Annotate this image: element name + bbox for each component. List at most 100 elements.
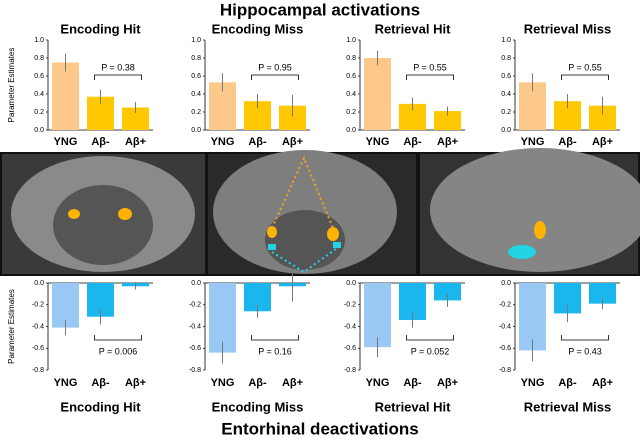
- y-tick-label: 0.4: [501, 91, 511, 98]
- y-tick-label: 1.0: [346, 37, 356, 44]
- y-tick-label: 0.2: [191, 109, 201, 116]
- y-tick-label: 0.0: [191, 127, 201, 134]
- y-tick-label: -0.8: [189, 367, 201, 374]
- y-tick-label: 0.2: [501, 109, 511, 116]
- y-tick-label: -0.4: [189, 323, 201, 330]
- x-tick-label: Aβ-: [248, 136, 267, 148]
- chart-title: Encoding Hit: [60, 399, 141, 414]
- p-value: P = 0.95: [258, 62, 292, 72]
- p-value: P = 0.052: [411, 346, 450, 356]
- bar: [122, 107, 149, 130]
- y-tick-label: 0.4: [34, 91, 44, 98]
- bracket: [561, 335, 609, 341]
- bar: [364, 58, 391, 130]
- bracket: [251, 74, 299, 80]
- bar: [589, 283, 616, 304]
- y-tick-label: -0.6: [189, 345, 201, 352]
- bar: [434, 111, 461, 130]
- x-tick-label: Aβ-: [558, 377, 577, 389]
- p-value: P = 0.16: [258, 346, 292, 356]
- y-tick-label: -0.2: [189, 302, 201, 309]
- y-tick-label: -0.8: [32, 367, 44, 374]
- y-tick-label: 0.4: [191, 91, 201, 98]
- chart-title: Retrieval Hit: [375, 399, 452, 414]
- y-tick-label: 0.0: [34, 127, 44, 134]
- brain: [430, 148, 640, 272]
- y-tick-label: -0.2: [344, 302, 356, 309]
- y-tick-label: 0.6: [501, 73, 511, 80]
- y-tick-label: 0.0: [346, 127, 356, 134]
- bar: [364, 283, 391, 348]
- y-tick-label: 0.6: [346, 73, 356, 80]
- y-tick-label: 0.8: [191, 55, 201, 62]
- x-tick-label: Aβ+: [592, 136, 613, 148]
- bracket: [251, 335, 299, 341]
- brain-images: [0, 148, 640, 276]
- x-tick-label: Aβ-: [248, 377, 267, 389]
- bracket: [406, 74, 454, 80]
- chart-title: Encoding Miss: [212, 21, 304, 36]
- deactivation: [333, 242, 341, 248]
- x-tick-label: Aβ-: [91, 377, 110, 389]
- brain-inner: [53, 185, 153, 265]
- y-tick-label: -0.6: [499, 345, 511, 352]
- chart-title: Retrieval Hit: [375, 21, 452, 36]
- x-tick-label: Aβ-: [403, 377, 422, 389]
- bracket: [561, 74, 609, 80]
- y-tick-label: 0.2: [346, 109, 356, 116]
- y-tick-label: -0.8: [344, 367, 356, 374]
- y-tick-label: 0.0: [191, 280, 201, 287]
- y-tick-label: -0.2: [499, 302, 511, 309]
- p-value: P = 0.55: [413, 62, 447, 72]
- chart-title: Retrieval Miss: [524, 399, 611, 414]
- bar: [52, 62, 79, 130]
- x-tick-label: Aβ-: [558, 136, 577, 148]
- y-tick-label: -0.8: [499, 367, 511, 374]
- y-tick-label: -0.4: [344, 323, 356, 330]
- x-tick-label: Aβ+: [125, 136, 146, 148]
- p-value: P = 0.006: [99, 346, 138, 356]
- y-axis-label: Parameter Estimates: [7, 289, 16, 364]
- x-tick-label: Aβ+: [437, 377, 458, 389]
- y-tick-label: 1.0: [191, 37, 201, 44]
- activation: [68, 209, 80, 219]
- activation: [327, 227, 339, 241]
- deactivation: [268, 244, 276, 250]
- deactivation: [508, 245, 536, 259]
- x-tick-label: YNG: [521, 136, 545, 148]
- y-tick-label: 0.8: [346, 55, 356, 62]
- x-tick-label: YNG: [366, 136, 390, 148]
- top-heading: Hippocampal activations: [220, 0, 420, 19]
- activation: [118, 208, 132, 220]
- x-tick-label: YNG: [211, 377, 235, 389]
- y-tick-label: -0.2: [32, 302, 44, 309]
- p-value: P = 0.38: [101, 62, 135, 72]
- y-tick-label: 0.6: [34, 73, 44, 80]
- x-tick-label: Aβ-: [403, 136, 422, 148]
- x-tick-label: Aβ+: [282, 377, 303, 389]
- y-tick-label: -0.4: [499, 323, 511, 330]
- x-tick-label: YNG: [54, 136, 78, 148]
- x-tick-label: Aβ+: [592, 377, 613, 389]
- chart-title: Retrieval Miss: [524, 21, 611, 36]
- x-tick-label: YNG: [54, 377, 78, 389]
- x-tick-label: Aβ+: [437, 136, 458, 148]
- y-tick-label: -0.4: [32, 323, 44, 330]
- bottom-heading: Entorhinal deactivations: [221, 419, 418, 438]
- y-tick-label: 0.6: [191, 73, 201, 80]
- y-axis-label: Parameter Estimates: [7, 48, 16, 123]
- y-tick-label: 0.4: [346, 91, 356, 98]
- x-tick-label: YNG: [521, 377, 545, 389]
- p-value: P = 0.55: [568, 62, 602, 72]
- x-tick-label: YNG: [211, 136, 235, 148]
- x-tick-label: Aβ-: [91, 136, 110, 148]
- y-tick-label: 1.0: [34, 37, 44, 44]
- p-value: P = 0.43: [568, 346, 602, 356]
- brain-inner: [265, 210, 345, 270]
- bracket: [94, 74, 142, 80]
- y-tick-label: 0.0: [34, 280, 44, 287]
- activation: [267, 226, 277, 238]
- bar: [434, 283, 461, 301]
- x-tick-label: YNG: [366, 377, 390, 389]
